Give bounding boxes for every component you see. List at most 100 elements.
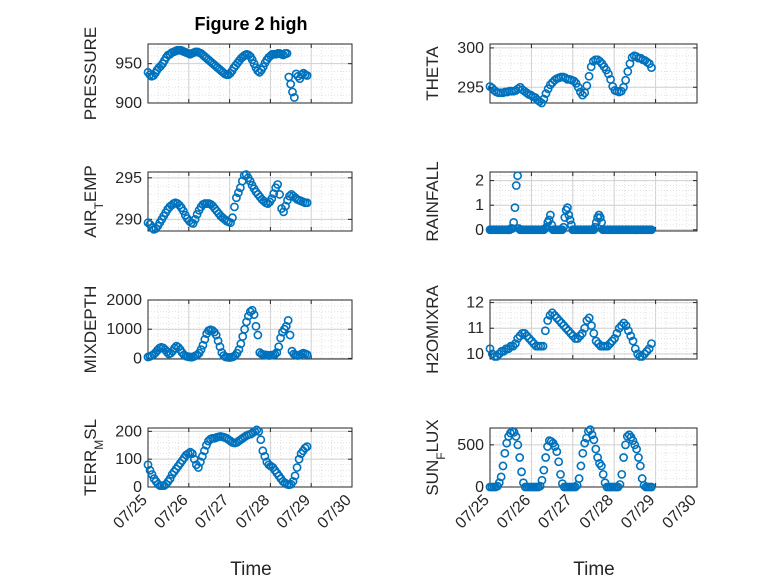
x-tick-label: 07/30: [314, 492, 354, 532]
data-point: [196, 345, 206, 355]
data-point: [635, 461, 645, 471]
data-point: [520, 328, 529, 338]
data-point: [302, 350, 312, 360]
axes-box: [147, 171, 353, 232]
data-point: [213, 336, 223, 346]
data-point: [286, 79, 296, 89]
data-point: [147, 223, 157, 233]
data-point: [500, 448, 510, 458]
air-temp-panel: 290 295 AIRTEMP: [81, 165, 353, 238]
data-point: [564, 210, 574, 220]
data-point: [577, 328, 587, 338]
data-point: [192, 209, 202, 219]
data-point: [591, 444, 601, 454]
y-tick-label: 100: [115, 451, 142, 468]
data-point: [541, 89, 551, 98]
data-point: [143, 460, 153, 470]
data-point: [289, 93, 299, 102]
data-point: [524, 334, 534, 343]
data-point: [569, 76, 579, 86]
data-point: [575, 331, 585, 341]
data-point: [190, 214, 200, 224]
data-point: [582, 81, 592, 91]
data-point: [245, 176, 255, 186]
data-point: [593, 453, 603, 462]
data-point: [510, 203, 520, 213]
data-point: [234, 345, 244, 355]
data-point: [617, 321, 626, 331]
data-point: [578, 90, 587, 100]
data-point: [589, 435, 599, 445]
data-point: [619, 318, 629, 328]
data-point: [580, 438, 590, 448]
data-point: [170, 343, 179, 353]
data-point: [526, 90, 536, 100]
data-point: [522, 331, 532, 341]
data-point: [550, 310, 559, 320]
figure-title: Figure 2 high: [194, 14, 307, 34]
data-point: [630, 440, 640, 450]
data-point: [279, 207, 288, 217]
data-point: [256, 435, 266, 445]
y-axis-label: PRESSURE: [81, 27, 100, 121]
data-point: [198, 340, 208, 350]
data-point: [628, 436, 638, 446]
data-point: [585, 425, 595, 435]
data-point: [274, 342, 284, 352]
data-point: [576, 461, 586, 471]
data-point: [636, 53, 646, 63]
data-point: [552, 447, 562, 456]
y-tick-label: 500: [457, 437, 484, 454]
pressure-panel: 900 950 PRESSURE: [81, 27, 353, 121]
data-point: [515, 453, 525, 462]
data-point: [165, 474, 175, 484]
data-point: [589, 328, 599, 338]
y-tick-label: 2000: [106, 292, 142, 309]
data-point: [517, 467, 526, 477]
data-point: [564, 326, 573, 336]
theta-panel: 295 300 THETA: [423, 40, 698, 108]
y-axis-label: THETA: [423, 46, 442, 101]
data-point: [584, 71, 594, 81]
data-point: [162, 347, 172, 357]
data-point: [230, 351, 240, 360]
data-point: [276, 333, 285, 343]
x-tick-label: 07/25: [452, 492, 492, 532]
data-point: [243, 311, 253, 321]
data-point: [573, 334, 583, 343]
data-point: [494, 349, 504, 359]
data-point: [578, 448, 588, 458]
data-point: [294, 454, 304, 464]
data-point: [285, 330, 295, 340]
x-tick-label: 07/27: [535, 492, 575, 532]
data-point: [545, 210, 555, 220]
data-point: [197, 451, 207, 461]
data-point: [605, 339, 615, 349]
data-point: [498, 461, 508, 471]
data-point: [632, 444, 642, 454]
y-tick-label: 900: [115, 95, 142, 112]
data-point: [290, 471, 300, 481]
data-point: [302, 198, 312, 208]
data-point: [509, 217, 519, 227]
data-point: [527, 336, 536, 346]
data-point: [509, 427, 519, 437]
data-point: [590, 222, 600, 232]
data-point: [596, 461, 606, 471]
data-point: [584, 313, 594, 323]
data-point: [539, 225, 549, 235]
data-point: [603, 341, 613, 351]
data-point: [270, 349, 280, 359]
data-point: [260, 451, 270, 461]
data-point: [147, 470, 157, 479]
data-point: [595, 213, 605, 222]
data-point: [587, 430, 597, 440]
data-point: [292, 463, 302, 472]
data-point: [547, 308, 557, 318]
x-tick-label: 07/30: [659, 492, 699, 532]
data-point: [145, 465, 155, 475]
data-point: [582, 316, 592, 325]
data-point: [615, 480, 625, 489]
